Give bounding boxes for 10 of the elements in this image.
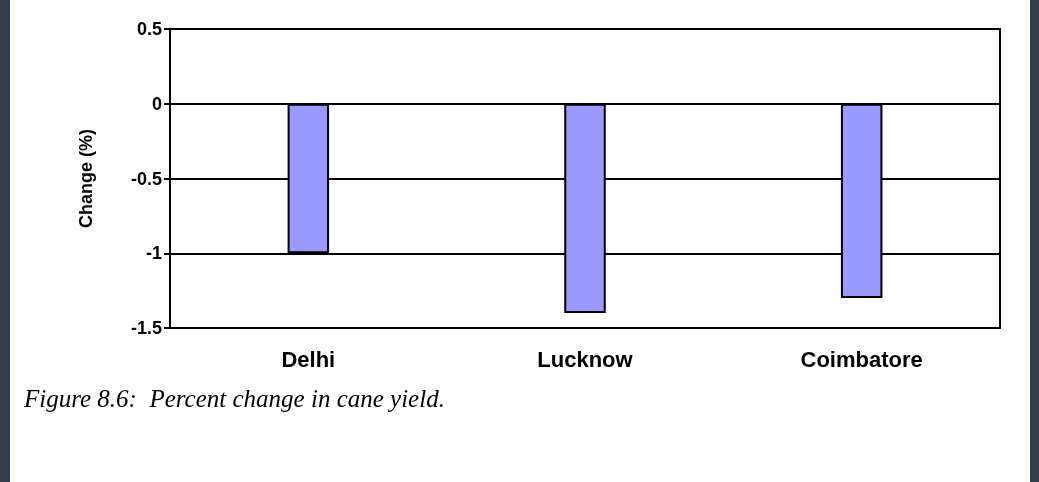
x-tick-label: Coimbatore [800, 346, 923, 372]
y-tick-label: -1.5 [130, 318, 162, 338]
x-tick-label: Lucknow [537, 346, 634, 372]
y-tick-label: -0.5 [130, 168, 162, 189]
y-tick-label: -1 [145, 243, 162, 264]
x-tick-label: Delhi [281, 346, 336, 372]
y-axis-title: Change (%) [76, 128, 96, 228]
y-tick-label: 0.5 [136, 19, 162, 39]
y-tick-label: 0 [151, 93, 162, 114]
caption: Figure 8.6: Percent change in cane yield. [24, 385, 445, 413]
